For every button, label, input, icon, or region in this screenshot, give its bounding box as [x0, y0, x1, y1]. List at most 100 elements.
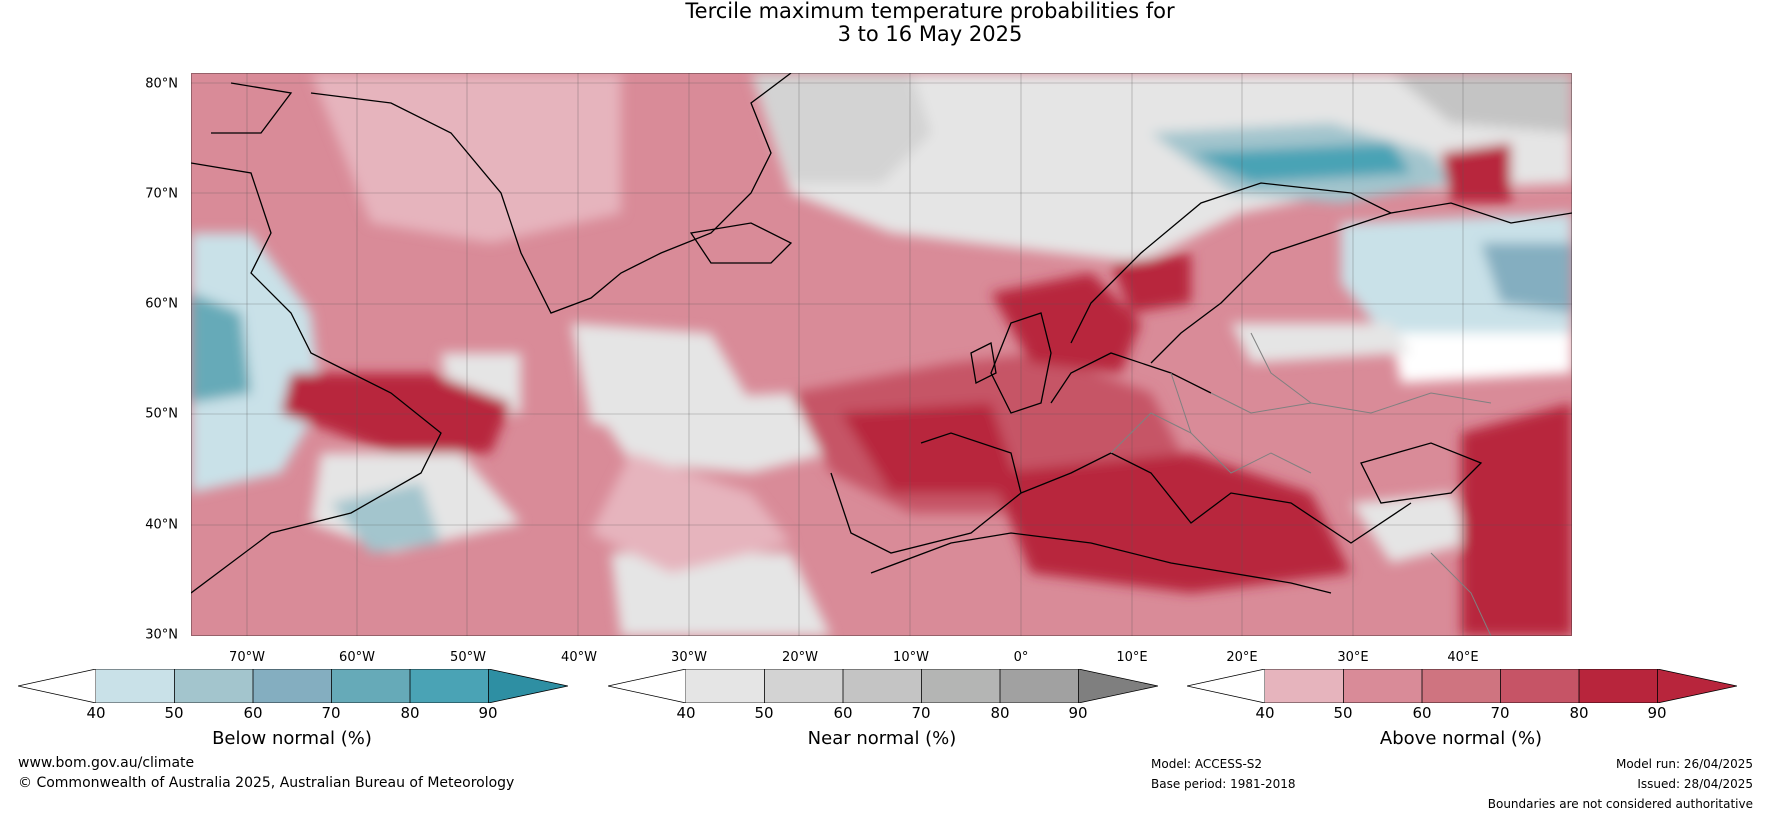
cbar-above-tick-90: 90 — [1647, 704, 1667, 722]
lon-label-70w: 70°W — [229, 650, 265, 665]
near-normal-svalbard — [1391, 73, 1572, 133]
coast-black-sea — [1360, 442, 1483, 504]
cbar-near-seg-2 — [764, 669, 843, 703]
lat-label-50n: 50°N — [145, 406, 178, 422]
below-normal-canada — [191, 233, 321, 493]
cbar-below-tick-70: 70 — [321, 704, 341, 722]
cbar-near-tick-80: 80 — [990, 704, 1010, 722]
cbar-below-tick-50: 50 — [164, 704, 184, 722]
cbar-above-label: Above normal (%) — [1379, 728, 1543, 749]
colorbar-above-svg — [1187, 669, 1737, 703]
cbar-near-tick-50: 50 — [754, 704, 774, 722]
cbar-near-seg-3 — [843, 669, 922, 703]
cbar-near-tick-40: 40 — [676, 704, 696, 722]
colorbar-below-svg — [18, 669, 568, 703]
cbar-near-seg-0 — [608, 669, 687, 703]
border-middle-east — [1430, 552, 1492, 636]
cbar-above-tick-50: 50 — [1333, 704, 1353, 722]
coast-great-britain — [990, 312, 1052, 414]
above-normal-gulf-stlawrence — [281, 373, 511, 453]
above-normal-kara-sea — [1441, 143, 1511, 203]
coast-north-africa — [870, 532, 1332, 594]
cbar-below-seg-2 — [174, 669, 253, 703]
cbar-above-seg-6 — [1657, 669, 1737, 703]
footer-disclaimer: Boundaries are not considered authoritat… — [1487, 797, 1753, 811]
border-baltic — [1250, 332, 1312, 404]
cbar-near-tick-60: 60 — [833, 704, 853, 722]
near-normal-turkey — [1351, 493, 1471, 563]
above-normal-north-sea — [991, 273, 1141, 373]
lon-label-50w: 50°W — [450, 650, 486, 665]
cbar-above-tick-80: 80 — [1569, 704, 1589, 722]
lon-label-30e: 30°E — [1337, 650, 1369, 665]
country-borders — [1110, 332, 1492, 636]
map-frame — [191, 73, 1572, 636]
cbar-above-seg-2 — [1343, 669, 1422, 703]
lon-label-10w: 10°W — [893, 650, 929, 665]
footer-copyright: © Commonwealth of Australia 2025, Austra… — [18, 775, 515, 791]
border-eastern-europe — [1210, 392, 1492, 414]
colorbar-below — [18, 669, 568, 703]
footer-base-period: Base period: 1981-2018 — [1151, 777, 1296, 791]
cbar-below-label: Below normal (%) — [212, 728, 372, 749]
cbar-below-seg-5 — [410, 669, 489, 703]
lon-label-30w: 30°W — [671, 650, 707, 665]
above-normal-light-atlantic — [591, 453, 791, 573]
cbar-below-seg-6 — [488, 669, 568, 703]
colorbar-above — [1187, 669, 1737, 703]
lat-label-70n: 70°N — [145, 186, 178, 202]
near-normal-baltic-east — [1231, 323, 1411, 363]
cbar-above-seg-5 — [1579, 669, 1658, 703]
neutral-russia-band — [1391, 333, 1572, 383]
map-title-line2: 3 to 16 May 2025 — [837, 22, 1023, 46]
cbar-below-tick-90: 90 — [478, 704, 498, 722]
coast-north-europe — [1050, 352, 1212, 404]
coast-russia-arctic — [1390, 202, 1572, 224]
cbar-above-seg-3 — [1422, 669, 1501, 703]
coast-iceland — [689, 222, 793, 264]
footer-website: www.bom.gov.au/climate — [18, 755, 195, 771]
near-normal-arctic — [751, 73, 1572, 263]
cbar-above-seg-1 — [1265, 669, 1344, 703]
above-normal-east — [1461, 403, 1572, 636]
colorbar-near — [608, 669, 1158, 703]
footer-model-run: Model run: 26/04/2025 — [1615, 757, 1753, 771]
colorbar-near-svg — [608, 669, 1158, 703]
above-normal-canadian-arctic — [311, 73, 621, 243]
coast-ireland — [970, 342, 997, 384]
forecast-map[interactable] — [191, 73, 1572, 636]
below-normal-barents-core — [1191, 143, 1411, 183]
lat-label-30n: 30°N — [145, 627, 178, 643]
cbar-near-seg-1 — [686, 669, 765, 703]
border-alps — [1110, 412, 1192, 454]
coast-greenland — [310, 73, 792, 314]
coastlines — [191, 73, 1572, 594]
cbar-below-tick-80: 80 — [400, 704, 420, 722]
border-central-europe — [1170, 372, 1312, 474]
below-normal-russia-core — [1481, 243, 1572, 313]
cbar-near-seg-5 — [1000, 669, 1079, 703]
near-normal-azores — [611, 553, 831, 636]
coast-north-america — [191, 162, 442, 594]
near-normal-mid-atlantic — [591, 393, 831, 473]
coast-mediterranean-north — [1020, 452, 1412, 544]
cbar-above-seg-4 — [1500, 669, 1579, 703]
map-title: Tercile maximum temperature probabilitie… — [0, 0, 1770, 46]
lon-label-40e: 40°E — [1447, 650, 1479, 665]
lat-label-80n: 80°N — [145, 76, 178, 92]
cbar-near-seg-4 — [921, 669, 1000, 703]
above-normal-sweden — [1111, 253, 1191, 313]
cbar-above-tick-60: 60 — [1412, 704, 1432, 722]
cbar-near-seg-6 — [1078, 669, 1158, 703]
map-title-line1: Tercile maximum temperature probabilitie… — [685, 0, 1175, 23]
above-normal-biscay — [841, 403, 1021, 493]
cbar-near-label: Near normal (%) — [807, 728, 957, 749]
cbar-above-tick-40: 40 — [1255, 704, 1275, 722]
map-svg — [191, 73, 1572, 636]
lat-label-60n: 60°N — [145, 296, 178, 312]
cbar-above-seg-0 — [1187, 669, 1266, 703]
below-normal-canada-core — [191, 293, 251, 403]
coast-iberia — [830, 432, 1022, 554]
coast-scandinavia — [1070, 182, 1393, 364]
cbar-below-tick-40: 40 — [86, 704, 106, 722]
